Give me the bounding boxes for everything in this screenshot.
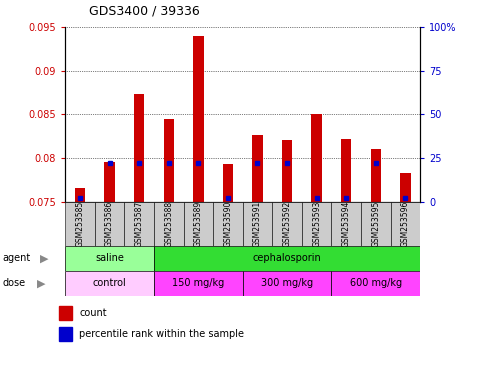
- Text: 300 mg/kg: 300 mg/kg: [261, 278, 313, 288]
- Text: GSM253587: GSM253587: [135, 200, 143, 247]
- FancyBboxPatch shape: [272, 202, 302, 246]
- Text: GSM253592: GSM253592: [283, 200, 292, 247]
- FancyBboxPatch shape: [213, 202, 242, 246]
- Bar: [282, 141, 292, 202]
- FancyBboxPatch shape: [154, 271, 242, 296]
- FancyBboxPatch shape: [125, 202, 154, 246]
- Bar: [223, 164, 233, 202]
- Text: GDS3400 / 39336: GDS3400 / 39336: [89, 4, 200, 17]
- Bar: [312, 114, 322, 202]
- Bar: [59, 327, 72, 341]
- Bar: [400, 173, 411, 202]
- Bar: [164, 119, 174, 202]
- Text: 600 mg/kg: 600 mg/kg: [350, 278, 402, 288]
- Text: cephalosporin: cephalosporin: [253, 253, 322, 263]
- Text: dose: dose: [2, 278, 26, 288]
- Text: saline: saline: [95, 253, 124, 263]
- FancyBboxPatch shape: [331, 202, 361, 246]
- Text: GSM253585: GSM253585: [75, 200, 85, 247]
- Text: ▶: ▶: [37, 278, 45, 288]
- Text: GSM253594: GSM253594: [342, 200, 351, 247]
- Bar: [370, 149, 381, 202]
- FancyBboxPatch shape: [154, 202, 184, 246]
- Bar: [59, 306, 72, 320]
- FancyBboxPatch shape: [65, 271, 154, 296]
- Text: GSM253595: GSM253595: [371, 200, 380, 247]
- Bar: [193, 36, 203, 202]
- Text: count: count: [79, 308, 107, 318]
- FancyBboxPatch shape: [95, 202, 125, 246]
- Bar: [252, 135, 263, 202]
- Text: agent: agent: [2, 253, 30, 263]
- Text: percentile rank within the sample: percentile rank within the sample: [79, 329, 244, 339]
- Bar: [104, 162, 115, 202]
- FancyBboxPatch shape: [361, 202, 391, 246]
- Bar: [75, 189, 85, 202]
- Text: GSM253588: GSM253588: [164, 200, 173, 247]
- FancyBboxPatch shape: [65, 246, 154, 271]
- Text: control: control: [93, 278, 127, 288]
- Bar: [341, 139, 352, 202]
- FancyBboxPatch shape: [302, 202, 331, 246]
- Bar: [134, 94, 144, 202]
- FancyBboxPatch shape: [242, 202, 272, 246]
- FancyBboxPatch shape: [331, 271, 420, 296]
- FancyBboxPatch shape: [154, 246, 420, 271]
- FancyBboxPatch shape: [391, 202, 420, 246]
- FancyBboxPatch shape: [242, 271, 331, 296]
- Text: GSM253590: GSM253590: [224, 200, 232, 247]
- Text: GSM253586: GSM253586: [105, 200, 114, 247]
- FancyBboxPatch shape: [184, 202, 213, 246]
- Text: ▶: ▶: [40, 253, 49, 263]
- Text: 150 mg/kg: 150 mg/kg: [172, 278, 225, 288]
- Text: GSM253589: GSM253589: [194, 200, 203, 247]
- Text: GSM253596: GSM253596: [401, 200, 410, 247]
- FancyBboxPatch shape: [65, 202, 95, 246]
- Text: GSM253593: GSM253593: [312, 200, 321, 247]
- Text: GSM253591: GSM253591: [253, 200, 262, 247]
